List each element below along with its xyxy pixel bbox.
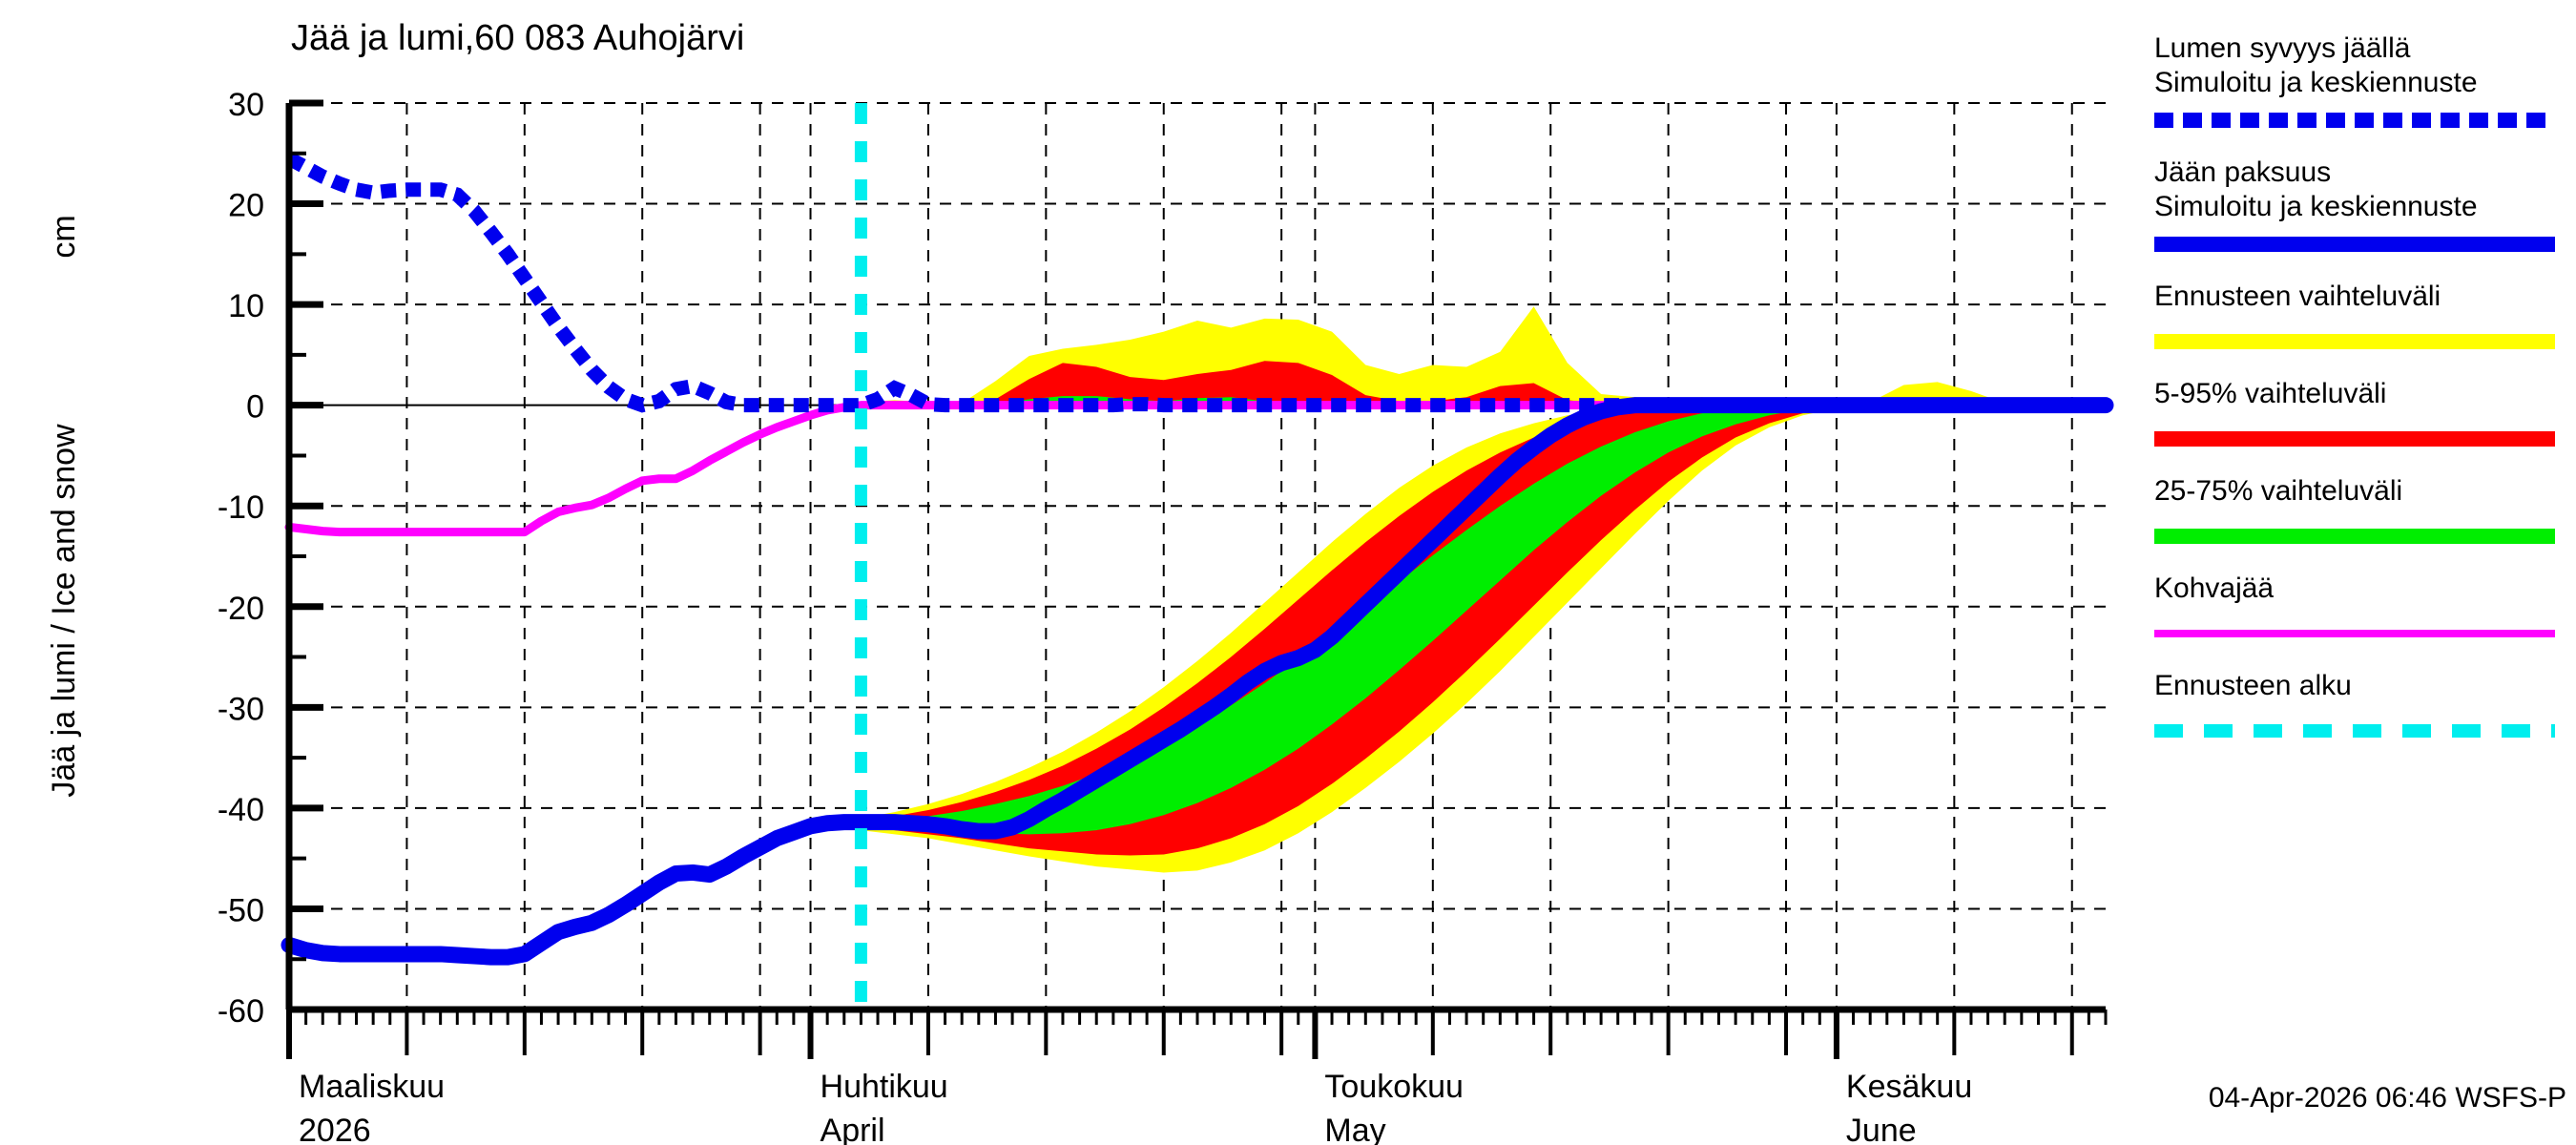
legend-sublabel: Simuloitu ja keskiennuste <box>2154 67 2478 98</box>
legend-label: 5-95% vaihteluväli <box>2154 378 2386 409</box>
y-tick-label: -40 <box>218 792 264 828</box>
x-month-label-en: June <box>1846 1113 1917 1145</box>
y-axis-label: Jää ja lumi / Ice and snow <box>46 424 82 798</box>
legend-label: Kohvajää <box>2154 572 2274 604</box>
timestamp: 04-Apr-2026 06:46 WSFS-P <box>2209 1082 2566 1114</box>
y-axis-unit: cm <box>46 215 82 258</box>
y-tick-labels: 30 20 10 0 -10 -20 -30 -40 -50 -60 <box>218 87 264 1030</box>
x-month-label-en: 2026 <box>299 1113 371 1145</box>
x-month-label-fi: Maaliskuu <box>299 1069 445 1105</box>
x-tick-labels: Maaliskuu 2026 Huhtikuu April Toukokuu May Kes… <box>299 1069 1972 1145</box>
y-tick-label: -50 <box>218 892 264 928</box>
snow-depth-line <box>285 152 2106 413</box>
y-tick-label: 0 <box>246 389 264 426</box>
x-month-label-en: April <box>821 1113 885 1145</box>
x-month-label-fi: Toukokuu <box>1324 1069 1464 1105</box>
y-tick-label: -20 <box>218 591 264 627</box>
legend-label: 25-75% vaihteluväli <box>2154 475 2402 507</box>
x-month-label-fi: Kesäkuu <box>1846 1069 1972 1105</box>
y-tick-label: -10 <box>218 489 264 526</box>
x-month-label-fi: Huhtikuu <box>821 1069 948 1105</box>
snow-5-95-band <box>861 361 2106 406</box>
legend-label: Jään paksuus <box>2154 156 2331 188</box>
legend-label: Ennusteen alku <box>2154 670 2352 701</box>
legend-label: Ennusteen vaihteluväli <box>2154 281 2441 312</box>
y-tick-label: 20 <box>228 188 264 224</box>
y-tick-label: 10 <box>228 288 264 324</box>
axis-frame <box>285 99 2108 1059</box>
y-tick-label: -60 <box>218 993 264 1030</box>
y-tick-label: -30 <box>218 691 264 727</box>
legend-label: Lumen syvyys jäällä <box>2154 32 2411 64</box>
legend-sublabel: Simuloitu ja keskiennuste <box>2154 191 2478 222</box>
y-tick-label: 30 <box>228 87 264 123</box>
page-title: Jää ja lumi,60 083 Auhojärvi <box>291 18 744 58</box>
data-lines <box>280 152 2114 966</box>
x-month-label-en: May <box>1324 1113 1385 1145</box>
